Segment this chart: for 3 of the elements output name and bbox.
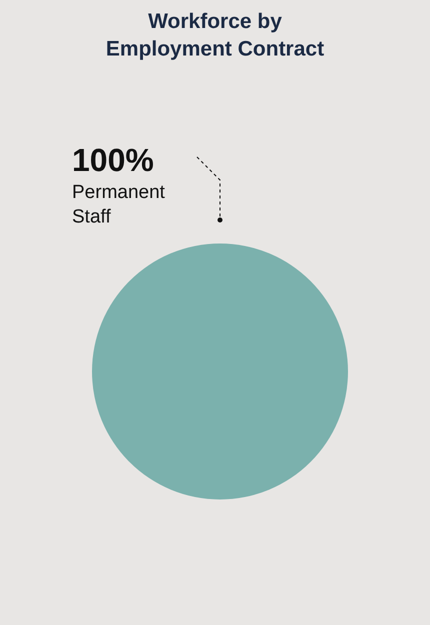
chart-title: Workforce by Employment Contract <box>106 10 324 60</box>
slice-label: Permanent Staff <box>72 182 166 228</box>
data-label: 100% <box>72 142 154 178</box>
